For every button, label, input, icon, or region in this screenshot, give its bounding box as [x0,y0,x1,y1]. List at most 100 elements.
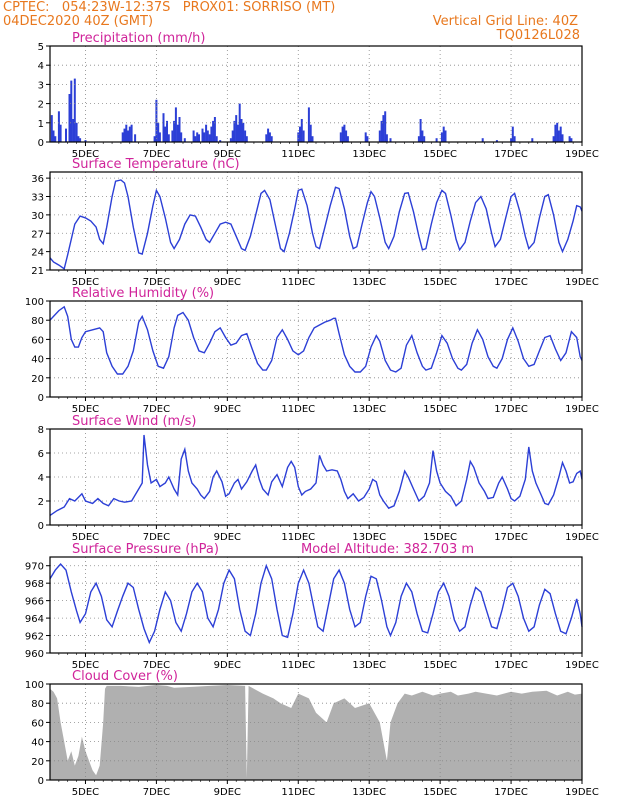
y-tick-label: 4 [38,473,44,484]
precip-bar [121,132,124,142]
precip-bar [444,130,447,142]
precip-bar [155,99,158,142]
y-tick-label: 33 [31,193,44,204]
y-tick-label: 6 [38,449,44,460]
precip-bar [384,111,387,142]
precip-bar [385,134,388,142]
precip-bar [183,138,186,142]
y-tick-label: 968 [25,579,44,590]
precip-bar [559,126,562,142]
panel-frame [49,171,583,271]
precip-bar [343,124,346,142]
precip-bar [435,138,438,142]
pres-title: Surface Pressure (hPa) [72,542,219,557]
precip-bar [364,132,367,142]
precip-bar [238,103,241,142]
x-tick-label: 17DEC [494,277,528,288]
y-tick-label: 80 [31,699,44,710]
y-tick-label: 0 [38,521,44,532]
y-tick-label: 80 [31,316,44,327]
y-tick-label: 27 [31,229,44,240]
precip-bar [176,124,179,142]
precip-bar [311,136,314,142]
x-tick-label: 9DEC [214,404,241,415]
precip-bar [511,126,514,142]
y-tick-label: 100 [25,297,44,308]
precip-bar [233,120,236,142]
panel-frame [49,45,583,143]
precip-bar [382,115,385,142]
panel-frame [49,683,583,781]
precip-bar [192,130,195,142]
x-tick-label: 13DEC [352,404,386,415]
precip-bar [52,130,55,142]
precip-bar [171,130,174,142]
y-tick-label: 60 [31,718,44,729]
precip-bar [157,122,160,142]
x-tick-label: 19DEC [565,277,599,288]
precip-bar [299,126,301,142]
precip-bar [481,138,484,142]
precip-bar [235,115,238,142]
x-tick-label: 7DEC [143,404,170,415]
precip-bar [345,130,348,142]
x-tick-label: 15DEC [423,149,457,160]
x-tick-label: 11DEC [281,277,315,288]
precip-bar [265,134,268,142]
x-tick-label: 13DEC [352,149,386,160]
header-station-info: CPTEC: 054:23W-12:37S PROX01: SORRISO (M… [3,0,336,15]
y-tick-label: 966 [25,597,44,608]
precip-bar [341,126,344,142]
page-header: CPTEC: 054:23W-12:37S PROX01: SORRISO (M… [0,0,618,44]
precip-bar [158,132,161,142]
y-tick-label: 40 [31,355,44,366]
precip-bar [130,124,133,142]
x-tick-label: 11DEC [281,404,315,415]
precip-panel: 0 1 2 3 4 5 5DEC 7DEC 9DEC 11DEC 13DEC 15DEC 17DEC 19… [38,31,599,160]
x-tick-label: 19DEC [565,660,599,671]
cloud-panel: 0 20 40 60 80 100 5DEC 7DEC 9DEC 11DEC 13DEC 15DEC 1… [25,669,599,798]
precip-bar [68,94,71,142]
precip-bar [378,130,381,142]
precip-bar [162,113,165,142]
precip-bar [510,138,513,142]
x-tick-label: 11DEC [281,787,315,798]
y-tick-label: 960 [25,649,44,660]
x-tick-label: 15DEC [423,404,457,415]
cloud-cover-area [50,685,582,780]
x-tick-label: 7DEC [143,532,170,543]
x-tick-label: 7DEC [143,277,170,288]
precip-bar [366,136,369,142]
precip-bar [206,130,209,142]
precip-bar [127,130,129,142]
x-tick-label: 11DEC [281,532,315,543]
x-tick-label: 17DEC [494,787,528,798]
y-tick-label: 0 [38,776,44,787]
precip-bar [72,119,75,142]
precip-bar [201,128,204,142]
x-tick-label: 5DEC [72,277,99,288]
y-tick-label: 3 [38,80,44,91]
precip-bar [50,115,53,142]
precip-bar [153,136,156,142]
precip-bar [552,136,555,142]
precip-bar [237,124,239,142]
x-tick-label: 13DEC [352,532,386,543]
precip-bar [219,140,222,142]
temp-series-line [49,179,583,270]
precip-bar [268,132,271,142]
precip-bar [167,134,170,142]
y-tick-label: 8 [38,425,44,436]
precip-bar [421,130,424,142]
precip-bar [561,134,564,142]
precip-bar [554,124,557,142]
precip-bar [309,124,312,142]
pres-panel: 960 962 964 966 968 970 5DEC 7DEC 9DEC 11DEC 13DEC… [25,542,599,671]
precip-bar [240,119,243,142]
precip-bar [57,111,60,142]
wind-series-line [49,434,583,516]
x-tick-label: 9DEC [214,277,241,288]
precip-bar [568,136,571,142]
x-tick-label: 9DEC [214,149,241,160]
